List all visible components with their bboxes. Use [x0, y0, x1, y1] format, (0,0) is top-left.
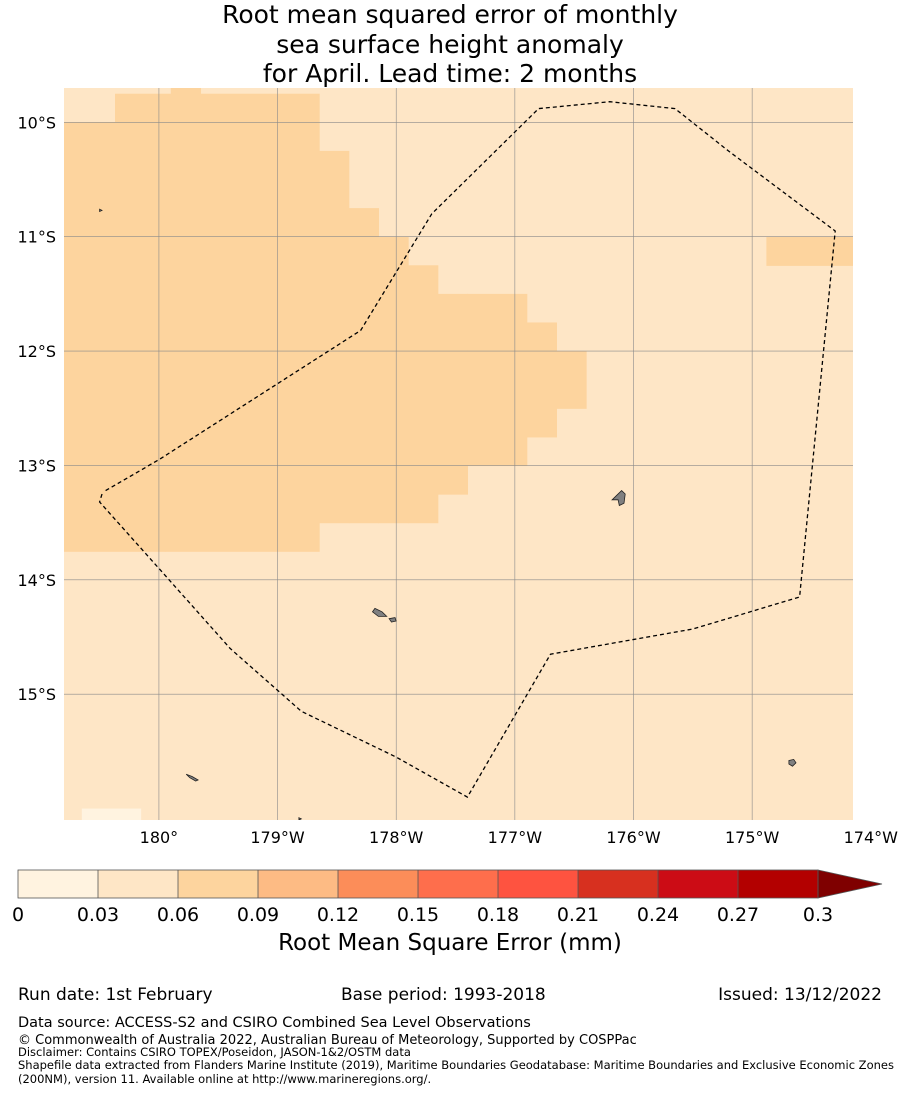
- colorbar-tick-label: 0.12: [317, 904, 359, 926]
- colorbar-tick-label: 0.27: [717, 904, 759, 926]
- run-date: Run date: 1st February: [18, 985, 213, 1005]
- island-reef: [185, 773, 199, 782]
- title-line-1: Root mean squared error of monthly: [222, 0, 678, 29]
- colorbar: 0 0.03 0.06 0.09 0.12 0.15 0.18 0.21 0.24 0.27 0.3: [12, 869, 883, 926]
- colorbar-swatch: [498, 870, 578, 898]
- colorbar-tick-label: 0.09: [237, 904, 279, 926]
- island-nukunonu-islet: [388, 617, 397, 623]
- rmse-cell-block: [170, 88, 202, 95]
- island-fakaofo: [788, 758, 797, 767]
- colorbar-swatch: [98, 870, 178, 898]
- issued-date: Issued: 13/12/2022: [718, 985, 882, 1005]
- island-dot: [298, 817, 303, 820]
- lon-tick-label: 177°W: [488, 828, 543, 847]
- colorbar-tick-label: 0.18: [477, 904, 519, 926]
- lon-tick-label: 175°W: [725, 828, 780, 847]
- map-field: [64, 88, 853, 820]
- map-title: Root mean squared error of monthly sea s…: [0, 0, 900, 89]
- copyright: © Commonwealth of Australia 2022, Austra…: [18, 1033, 637, 1048]
- colorbar-swatch: [658, 870, 738, 898]
- colorbar-tick-label: 0.3: [803, 904, 833, 926]
- rmse-cell-block-low: [81, 808, 142, 820]
- colorbar-tick-label: 0.06: [157, 904, 199, 926]
- rmse-cell-block: [556, 351, 587, 409]
- lat-tick-label: 10°S: [17, 113, 56, 132]
- island-nukunonu: [371, 607, 388, 617]
- colorbar-tick-label: 0.24: [637, 904, 679, 926]
- colorbar-tick-label: 0.03: [77, 904, 119, 926]
- lat-tick-label: 11°S: [17, 228, 56, 247]
- colorbar-swatch: [578, 870, 658, 898]
- lat-tick-label: 15°S: [17, 685, 56, 704]
- rmse-cell-block: [348, 208, 380, 524]
- rmse-cell-block: [64, 122, 166, 552]
- colorbar-label: Root Mean Square Error (mm): [278, 930, 622, 956]
- rmse-cell-block: [437, 293, 468, 495]
- rmse-cell-block: [408, 265, 439, 524]
- colorbar-swatch: [418, 870, 498, 898]
- title-line-3: for April. Lead time: 2 months: [262, 59, 638, 88]
- base-period: Base period: 1993-2018: [341, 985, 546, 1005]
- colorbar-tick-label: 0.21: [557, 904, 599, 926]
- rmse-cell-block: [766, 236, 853, 266]
- rmse-cell-block: [526, 322, 557, 438]
- title-line-2: sea surface height anomaly: [276, 29, 624, 59]
- colorbar-tick-label: 0.15: [397, 904, 439, 926]
- lon-tick-label: 179°W: [250, 828, 305, 847]
- map-panel: 10°S 11°S 12°S 13°S 14°S 15°S 180° 179°W 178°W 17…: [17, 88, 899, 847]
- lat-tick-label: 14°S: [17, 571, 56, 590]
- colorbar-extend-arrow: [817, 869, 883, 899]
- disclaimer: Disclaimer: Contains CSIRO TOPEX/Poseido…: [18, 1045, 411, 1059]
- colorbar-swatch: [338, 870, 418, 898]
- lat-tick-label: 12°S: [17, 342, 56, 361]
- rmse-cell-block: [319, 150, 350, 524]
- data-source: Data source: ACCESS-S2 and CSIRO Combine…: [18, 1015, 531, 1031]
- colorbar-tick-label: 0: [12, 904, 24, 926]
- lon-tick-label: 174°W: [844, 828, 899, 847]
- lon-tick-label: 180°: [140, 828, 179, 847]
- lon-tick-label: 178°W: [369, 828, 424, 847]
- colorbar-swatch: [18, 870, 98, 898]
- lat-tick-label: 13°S: [17, 456, 56, 475]
- eez-boundary: [98, 101, 836, 798]
- shapefile-credit: Shapefile data extracted from Flanders M…: [18, 1058, 894, 1086]
- rmse-cell-block: [115, 93, 320, 123]
- colorbar-frame: [17, 869, 819, 899]
- lon-tick-label: 176°W: [606, 828, 661, 847]
- island-atafu: [611, 490, 626, 507]
- rmse-cell-block: [467, 293, 528, 467]
- island-islet: [99, 208, 103, 213]
- colorbar-swatch: [178, 870, 258, 898]
- colorbar-swatch: [738, 870, 818, 898]
- colorbar-swatch: [258, 870, 338, 898]
- rmse-cell-block: [378, 236, 409, 524]
- rmse-cell-block: [164, 122, 320, 552]
